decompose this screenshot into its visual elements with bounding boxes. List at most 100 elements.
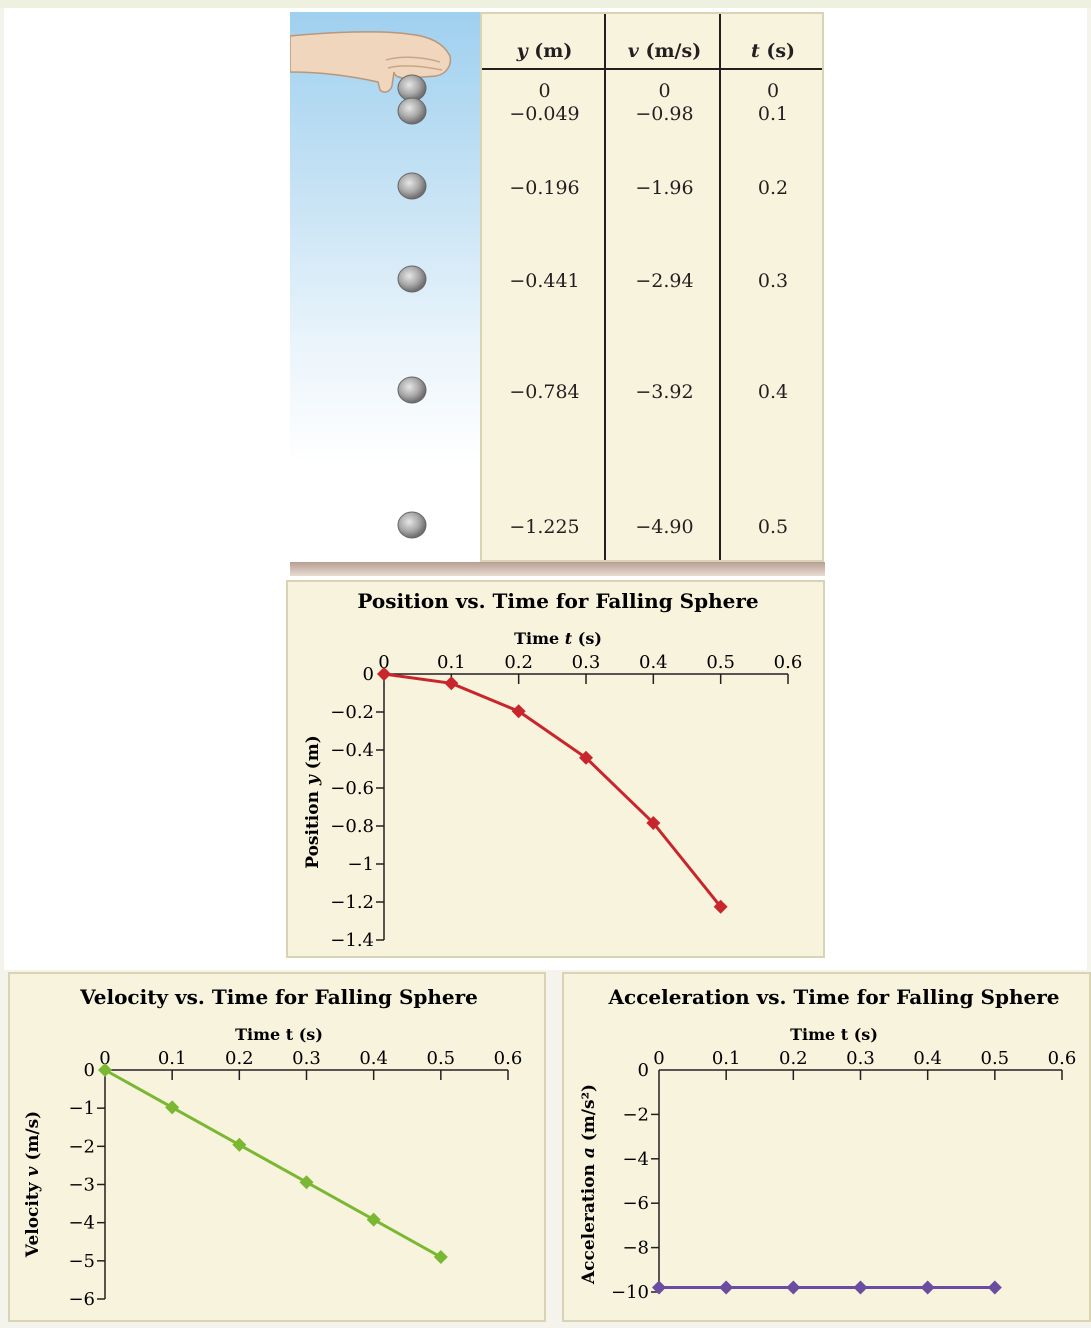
data-point <box>579 750 593 765</box>
x-tick-label: 0.6 <box>774 652 803 673</box>
data-point <box>98 1063 112 1077</box>
velocity-chart-panel: Velocity vs. Time for Falling Sphere Time… <box>8 972 546 1322</box>
data-point <box>299 1175 314 1190</box>
sphere-icon <box>397 511 427 539</box>
x-tick-label: 0.3 <box>846 1048 875 1069</box>
x-tick-label: 0.6 <box>1048 1048 1077 1069</box>
x-tick-label: 0 <box>99 1048 110 1069</box>
y-tick-label: −2 <box>68 1136 95 1157</box>
table-cell-t: 0.1 <box>757 103 789 125</box>
top-strip <box>0 0 1091 8</box>
table-cell-v: −4.90 <box>635 516 694 538</box>
data-point <box>232 1137 247 1152</box>
table-cell-t: 0 <box>766 80 780 102</box>
y-tick-label: −1.4 <box>330 930 374 951</box>
table-cell-t: 0.2 <box>757 177 789 199</box>
x-tick-label: 0.2 <box>779 1048 808 1069</box>
x-tick-label: 0.1 <box>437 652 466 673</box>
y-tick-label: −3 <box>68 1175 95 1196</box>
x-axis-label: Time t (s) <box>514 629 602 648</box>
chart-title: Position vs. Time for Falling Sphere <box>357 589 758 613</box>
sphere-icon <box>397 376 427 404</box>
x-tick-label: 0.4 <box>913 1048 942 1069</box>
x-axis-label: Time t (s) <box>790 1025 878 1044</box>
table-cell-t: 0.4 <box>757 381 789 403</box>
table-cell-y: −0.196 <box>509 177 580 199</box>
y-tick-label: −1.2 <box>330 892 374 913</box>
y-tick-label: −0.4 <box>330 740 374 761</box>
y-tick-label: −0.8 <box>330 816 374 837</box>
data-point <box>853 1280 868 1295</box>
series-line <box>383 672 722 908</box>
y-tick-label: 0 <box>84 1060 95 1081</box>
data-point <box>652 1280 666 1295</box>
x-tick-label: 0.5 <box>981 1048 1010 1069</box>
scene-drawing <box>289 31 452 539</box>
table-grid <box>482 14 822 560</box>
x-axis-label: Time t (s) <box>235 1025 323 1044</box>
table-cell-y: 0 <box>538 80 551 102</box>
velocity-chart: Velocity vs. Time for Falling Sphere Time… <box>23 985 523 1310</box>
data-point <box>646 815 661 830</box>
y-tick-label: 0 <box>363 664 374 685</box>
header-time: t (s) <box>750 40 796 62</box>
x-tick-label: 0.5 <box>427 1048 456 1069</box>
acceleration-chart-panel: Acceleration vs. Time for Falling Sphere… <box>562 972 1091 1322</box>
x-tick-label: 0.6 <box>494 1048 523 1069</box>
y-tick-label: −4 <box>622 1149 649 1170</box>
table-cell-y: −0.441 <box>509 270 580 292</box>
sphere-icon <box>397 265 427 293</box>
position-chart: Position vs. Time for Falling Sphere Time… <box>303 589 803 951</box>
x-tick-label: 0.1 <box>712 1048 741 1069</box>
table-cell-v: −0.98 <box>635 103 694 125</box>
table-cell-v: 0 <box>658 80 671 102</box>
hand-icon <box>289 31 452 93</box>
x-tick-label: 0.2 <box>504 652 533 673</box>
data-point <box>511 704 526 719</box>
data-table: y (m) v (m/s) t (s) 0 −0.049 −0.196 −0.441−… <box>480 12 824 562</box>
sphere-icon <box>397 74 427 102</box>
header-position: y (m) <box>516 40 573 62</box>
y-axis-label: Position y (m) <box>303 735 323 869</box>
data-point <box>987 1280 1002 1295</box>
y-tick-label: −6 <box>622 1193 649 1214</box>
x-tick-label: 0.1 <box>158 1048 187 1069</box>
series-line <box>104 1068 442 1259</box>
y-tick-label: −2 <box>622 1104 649 1125</box>
y-tick-label: 0 <box>638 1060 649 1081</box>
sphere-icon <box>397 97 427 125</box>
table-cell-v: −3.92 <box>635 381 694 403</box>
y-tick-label: −1 <box>347 854 374 875</box>
y-tick-label: −8 <box>622 1238 649 1259</box>
y-tick-label: −0.2 <box>330 702 374 723</box>
data-point <box>713 899 728 914</box>
table-cell-t: 0.3 <box>757 270 789 292</box>
x-tick-label: 0 <box>653 1048 664 1069</box>
acceleration-chart: Acceleration vs. Time for Falling Sphere… <box>579 985 1077 1303</box>
data-point <box>165 1100 180 1115</box>
y-tick-label: −1 <box>68 1098 95 1119</box>
position-chart-panel: Position vs. Time for Falling Sphere Time… <box>286 580 825 958</box>
y-axis-label: Velocity v (m/s) <box>23 1111 43 1258</box>
table-cell-v: −1.96 <box>635 177 694 199</box>
y-axis-label: Acceleration a (m/s²) <box>579 1084 599 1285</box>
table-cell-v: −2.94 <box>635 270 694 292</box>
x-tick-label: 0.5 <box>706 652 735 673</box>
data-point <box>433 1250 448 1265</box>
floor <box>290 562 825 576</box>
x-tick-label: 0.3 <box>572 652 601 673</box>
data-point <box>366 1212 381 1227</box>
falling-sphere-scene <box>289 12 482 564</box>
y-tick-label: −0.6 <box>330 778 374 799</box>
spheres <box>397 74 427 539</box>
data-point <box>786 1280 801 1295</box>
y-tick-label: −5 <box>68 1251 95 1272</box>
x-tick-label: 0.4 <box>359 1048 388 1069</box>
y-tick-label: −10 <box>611 1282 649 1303</box>
y-tick-label: −6 <box>68 1289 95 1310</box>
table-cell-t: 0.5 <box>757 516 789 538</box>
x-tick-label: 0.4 <box>639 652 668 673</box>
chart-title: Velocity vs. Time for Falling Sphere <box>79 985 478 1009</box>
y-tick-label: −4 <box>68 1213 95 1234</box>
table-cell-y: −1.225 <box>509 516 580 538</box>
